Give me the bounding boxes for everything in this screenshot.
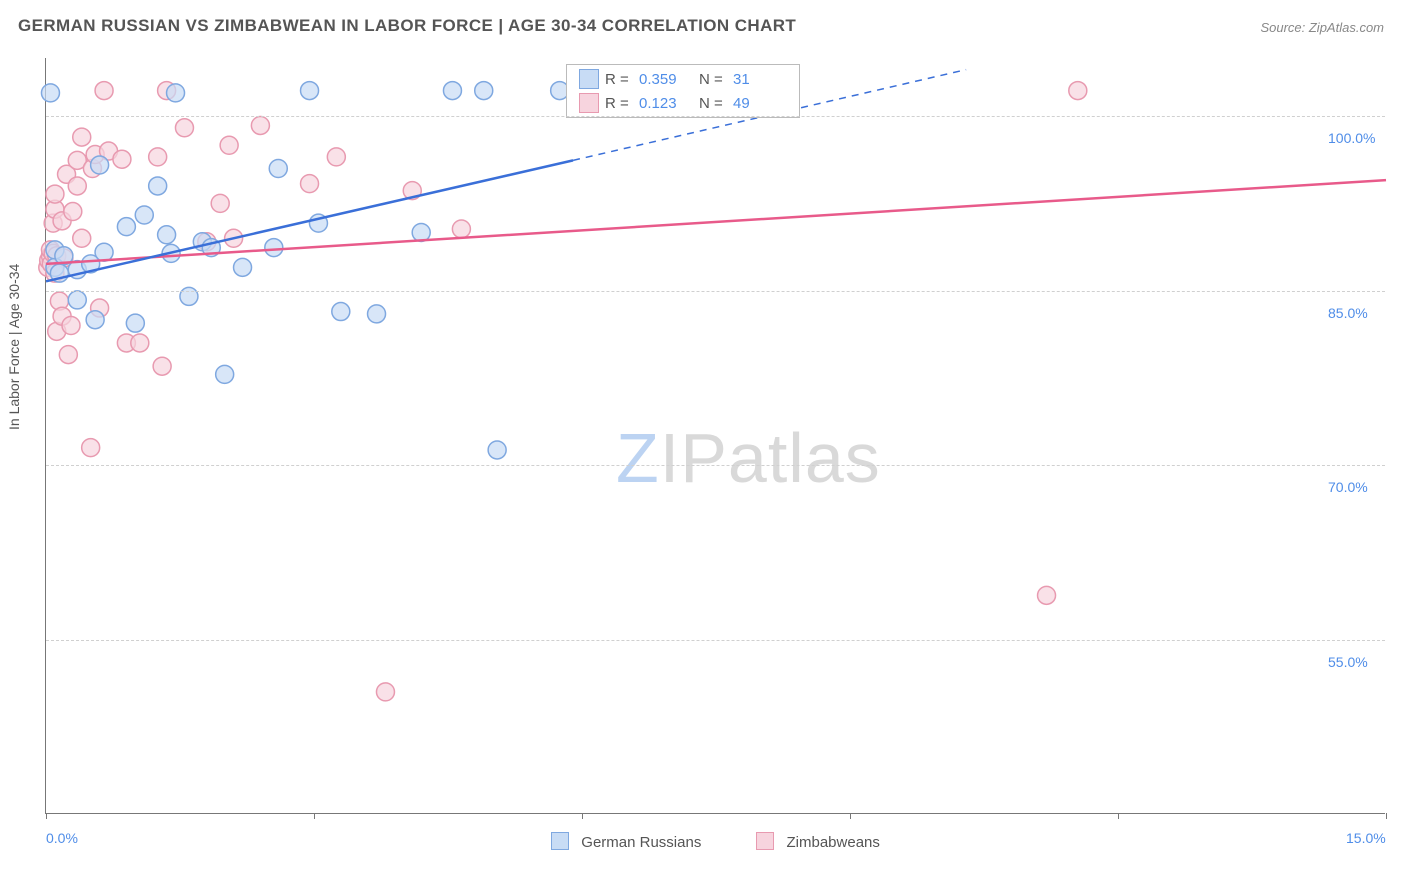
data-point [332,303,350,321]
gridline [46,465,1385,466]
y-axis-label: In Labor Force | Age 30-34 [6,264,22,430]
data-point [68,177,86,195]
data-point [64,203,82,221]
x-tick [582,813,583,819]
data-point [158,226,176,244]
data-point [113,150,131,168]
data-point [91,156,109,174]
y-tick-label: 55.0% [1328,654,1368,670]
data-point [1069,82,1087,100]
legend-n-value-german: 31 [733,71,787,88]
legend-r-label: R = [605,95,633,112]
data-point [95,82,113,100]
data-point [443,82,461,100]
data-point [1038,586,1056,604]
source-attribution: Source: ZipAtlas.com [1260,20,1384,35]
data-point [475,82,493,100]
data-point [368,305,386,323]
legend-item-german: German Russians [551,832,701,851]
data-point [68,291,86,309]
legend-row-german: R = 0.359 N = 31 [567,67,799,91]
x-tick [314,813,315,819]
data-point [265,239,283,257]
legend-r-value-zimbabwe: 0.123 [639,95,693,112]
legend-r-label: R = [605,71,633,88]
data-point [251,116,269,134]
chart-svg [46,58,1385,813]
data-point [211,194,229,212]
x-tick [1118,813,1119,819]
y-tick-label: 100.0% [1328,130,1375,146]
data-point [301,175,319,193]
legend-n-label: N = [699,95,727,112]
data-point [216,365,234,383]
y-tick-label: 70.0% [1328,479,1368,495]
correlation-legend: R = 0.359 N = 31 R = 0.123 N = 49 [566,64,800,118]
legend-label-german: German Russians [581,834,701,851]
chart-title: GERMAN RUSSIAN VS ZIMBABWEAN IN LABOR FO… [18,16,796,36]
swatch-german-icon [551,832,569,850]
legend-row-zimbabwe: R = 0.123 N = 49 [567,91,799,115]
x-tick [46,813,47,819]
gridline [46,291,1385,292]
data-point [412,223,430,241]
data-point [131,334,149,352]
data-point [41,84,59,102]
data-point [149,148,167,166]
legend-item-zimbabwe: Zimbabweans [756,832,880,851]
data-point [269,159,287,177]
data-point [82,439,100,457]
legend-r-value-german: 0.359 [639,71,693,88]
gridline [46,116,1385,117]
data-point [86,311,104,329]
swatch-zimbabwe-icon [756,832,774,850]
data-point [135,206,153,224]
data-point [301,82,319,100]
x-tick [850,813,851,819]
data-point [117,218,135,236]
y-tick-label: 85.0% [1328,305,1368,321]
data-point [153,357,171,375]
data-point [126,314,144,332]
swatch-zimbabwe-icon [579,93,599,113]
data-point [327,148,345,166]
x-tick [1386,813,1387,819]
data-point [220,136,238,154]
data-point [167,84,185,102]
series-legend: German Russians Zimbabweans [46,832,1385,851]
data-point [488,441,506,459]
gridline [46,640,1385,641]
trendline [46,180,1386,264]
data-point [73,128,91,146]
x-tick-label: 15.0% [1346,830,1386,846]
data-point [376,683,394,701]
data-point [452,220,470,238]
legend-label-zimbabwe: Zimbabweans [787,834,880,851]
data-point [62,317,80,335]
data-point [73,229,91,247]
legend-n-label: N = [699,71,727,88]
legend-n-value-zimbabwe: 49 [733,95,787,112]
chart-container: GERMAN RUSSIAN VS ZIMBABWEAN IN LABOR FO… [0,0,1406,892]
data-point [59,346,77,364]
data-point [234,258,252,276]
plot-area: ZIPatlas R = 0.359 N = 31 R = 0.123 N = … [45,58,1385,814]
x-tick-label: 0.0% [46,830,78,846]
swatch-german-icon [579,69,599,89]
data-point [95,243,113,261]
data-point [175,119,193,137]
data-point [46,185,64,203]
data-point [149,177,167,195]
